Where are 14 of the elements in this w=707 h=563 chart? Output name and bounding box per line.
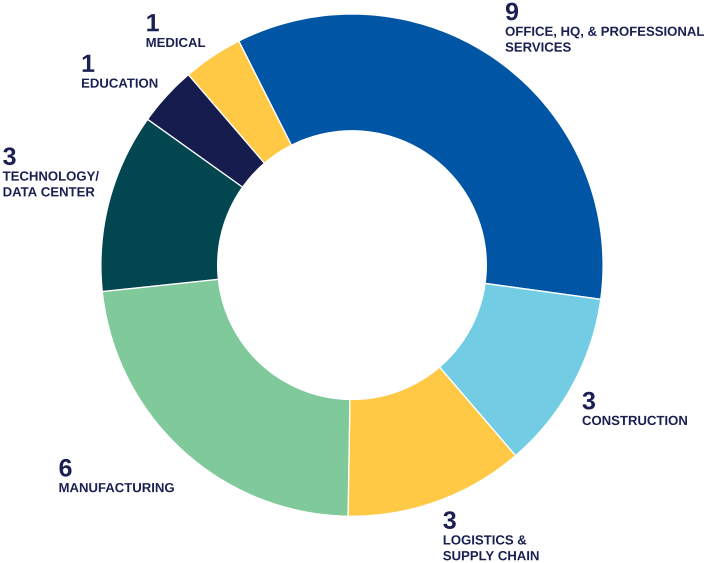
slice-label: LOGISTICS & SUPPLY CHAIN xyxy=(443,535,539,560)
data-label: 1 xyxy=(147,14,159,32)
slice-label: MANUFACTURING xyxy=(59,482,174,492)
slice-label: OFFICE, HQ, & PROFESSIONAL SERVICES xyxy=(505,26,704,52)
slice-label: TECHNOLOGY/ DATA CENTER xyxy=(2,171,99,196)
data-label: 1 xyxy=(82,54,94,72)
data-label: 3 xyxy=(3,147,16,166)
data-label: 6 xyxy=(59,458,72,477)
data-label: 3 xyxy=(443,511,456,529)
slice-label: EDUCATION xyxy=(82,78,158,88)
slice-label: MEDICAL xyxy=(146,38,206,48)
slice-label: CONSTRUCTION xyxy=(582,416,687,426)
data-label: 3 xyxy=(582,392,595,410)
data-label: 9 xyxy=(506,2,518,20)
